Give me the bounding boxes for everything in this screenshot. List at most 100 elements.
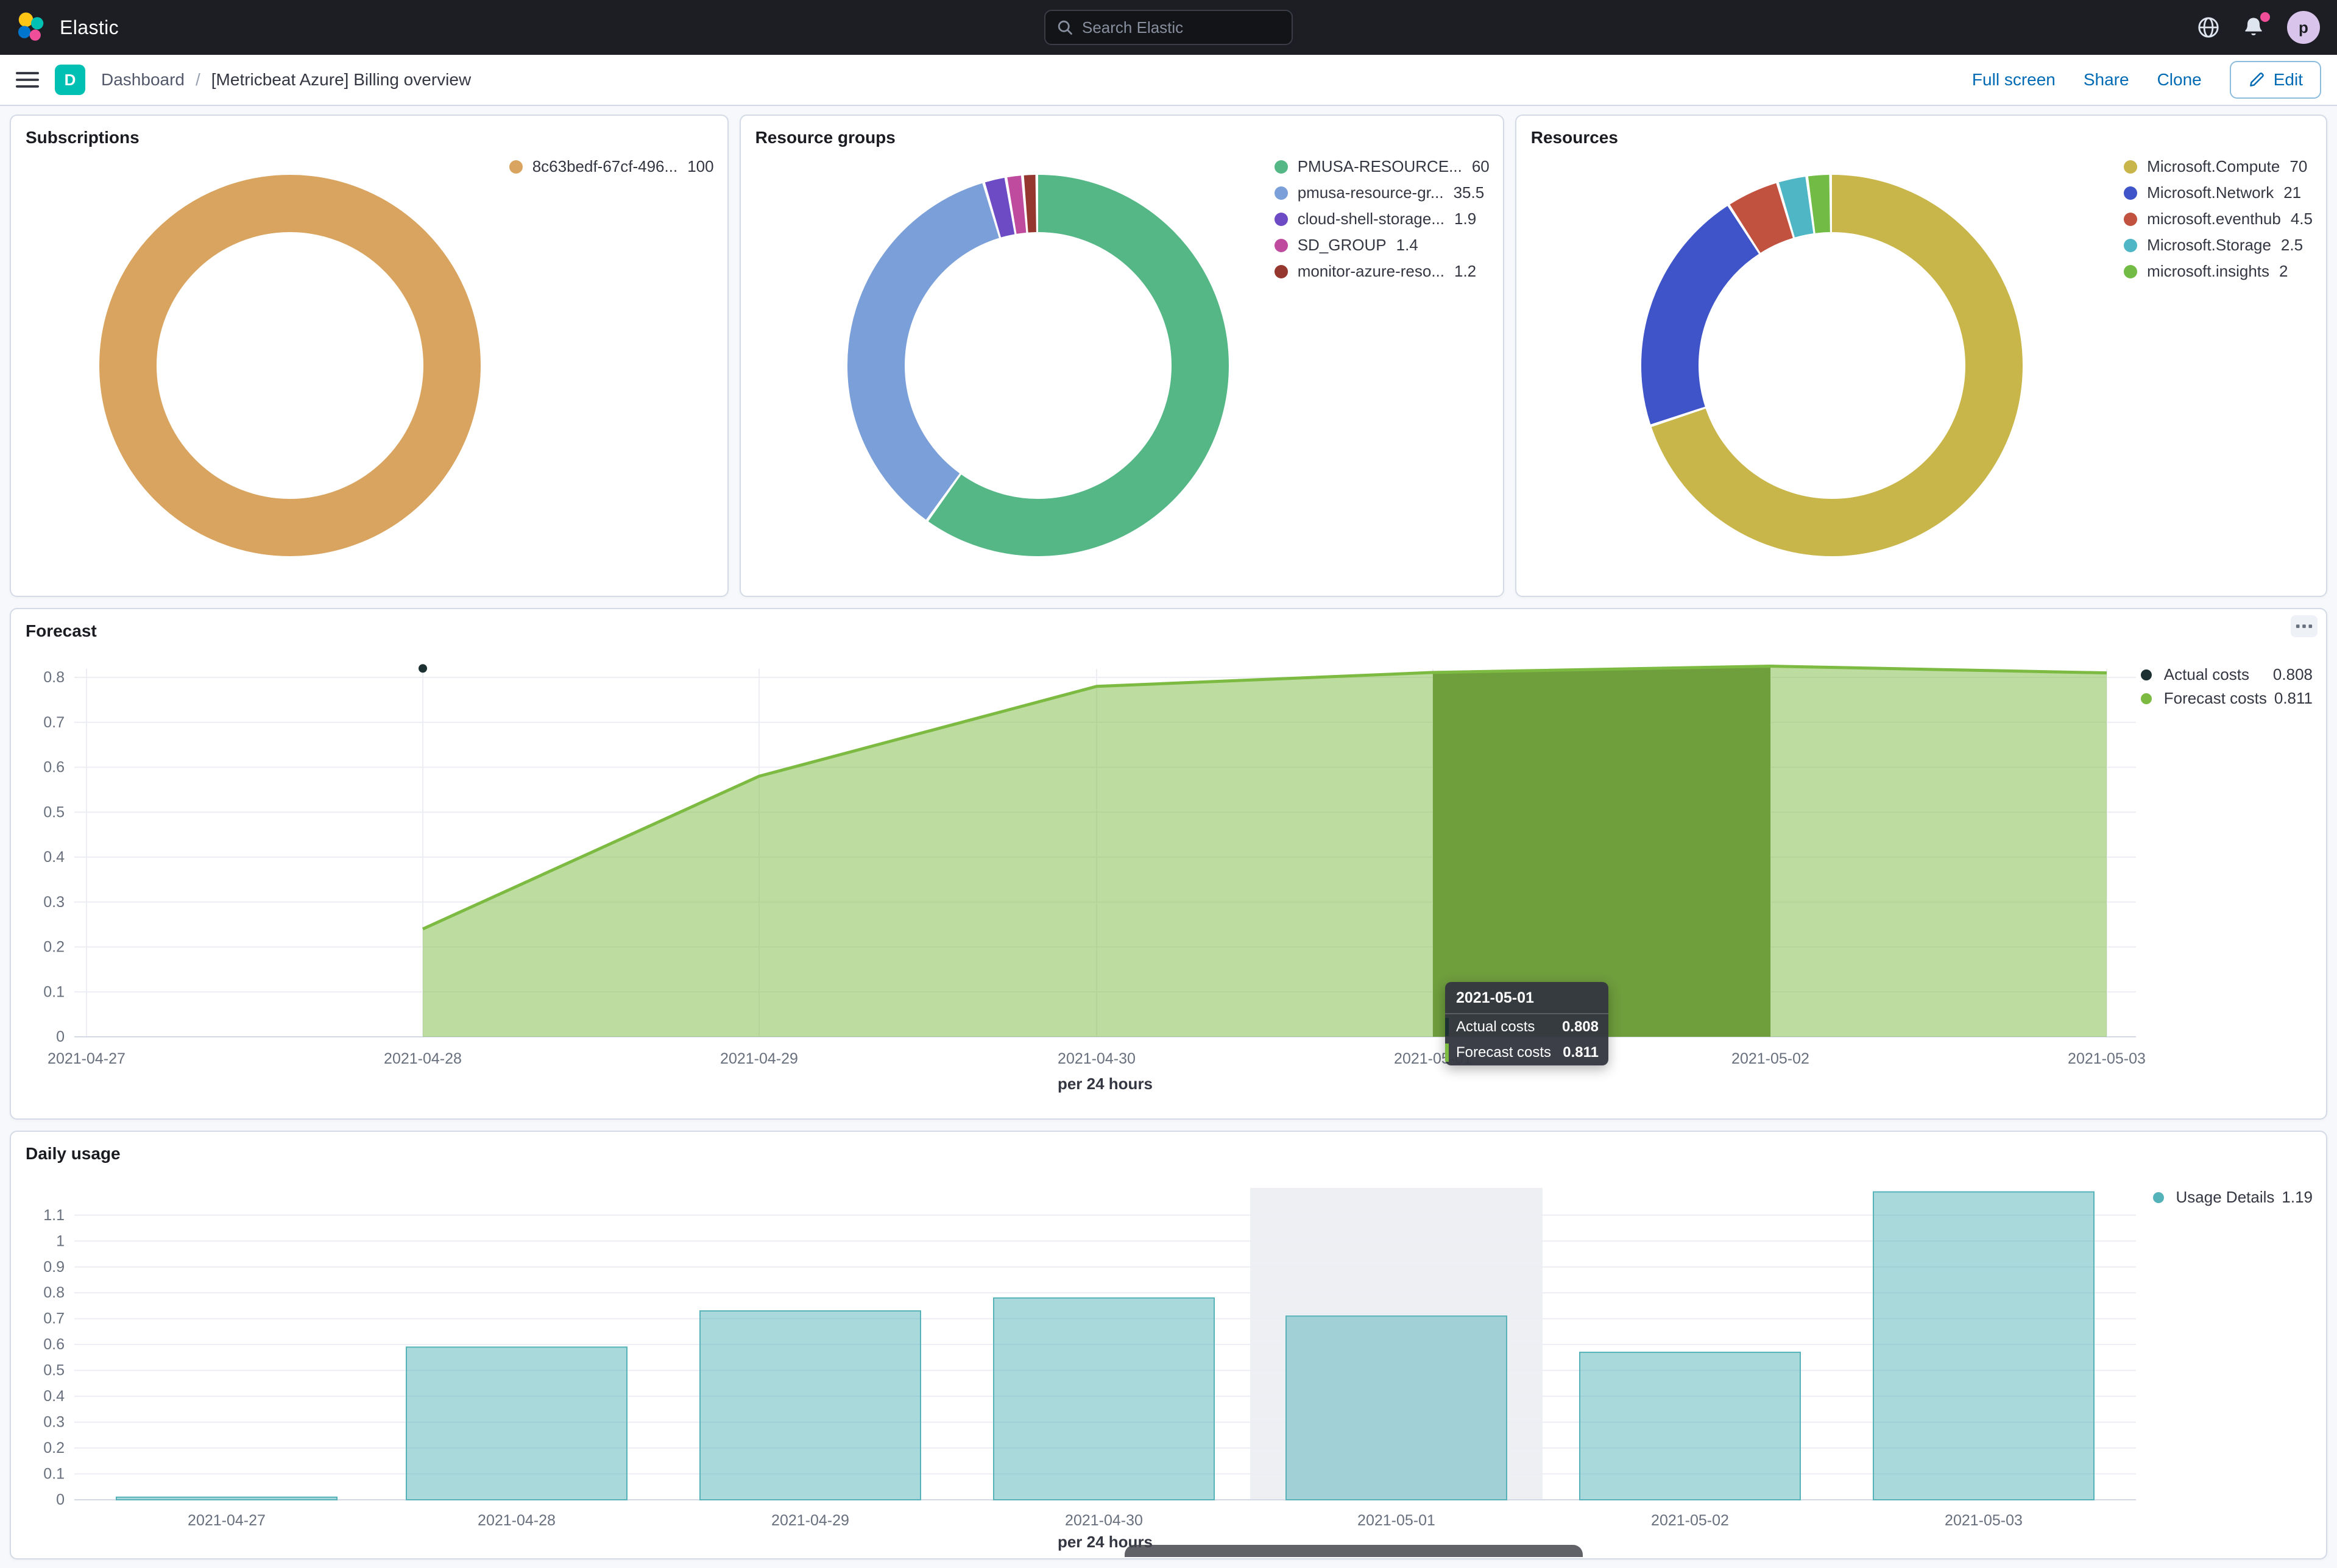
- panel-options-icon[interactable]: [2291, 615, 2318, 637]
- edit-button-label: Edit: [2273, 70, 2303, 89]
- legend-label: Forecast costs: [2163, 689, 2267, 707]
- svg-text:0.4: 0.4: [43, 1388, 65, 1405]
- tooltip-header: 2021-05-01: [1445, 982, 1608, 1014]
- legend-swatch-icon: [2124, 238, 2138, 252]
- legend-value: 2: [2279, 262, 2288, 280]
- header-actions: p: [2197, 11, 2322, 44]
- svg-text:2021-04-27: 2021-04-27: [188, 1512, 266, 1529]
- clone-link[interactable]: Clone: [2157, 70, 2202, 89]
- legend-swatch-icon: [1274, 186, 1288, 200]
- svg-text:0.2: 0.2: [43, 1439, 65, 1457]
- legend-swatch-icon: [2140, 669, 2152, 680]
- legend-item[interactable]: Forecast costs 0.811: [2140, 689, 2313, 708]
- panel-daily-usage: Daily usage 0 0.1 0.2 0.3 0.4 0.5 0.6 0.7 0.8 0.9…: [10, 1131, 2327, 1559]
- legend-value: 60: [1471, 157, 1490, 175]
- legend-item[interactable]: Microsoft.Network 21: [2124, 183, 2313, 202]
- svg-text:0.8: 0.8: [43, 1284, 65, 1301]
- legend-value: 1.19: [2282, 1188, 2313, 1206]
- tooltip-row: Forecast costs 0.811: [1445, 1040, 1608, 1065]
- daily-usage-bar-chart[interactable]: 0 0.1 0.2 0.3 0.4 0.5 0.6 0.7 0.8 0.9 1 1.1 2021-04-…: [11, 1132, 2326, 1558]
- legend-value: 35.5: [1453, 183, 1485, 202]
- brand-title: Elastic: [60, 16, 119, 38]
- svg-text:2021-04-29: 2021-04-29: [771, 1512, 849, 1529]
- svg-text:2021-04-28: 2021-04-28: [478, 1512, 556, 1529]
- legend-label: Usage Details: [2176, 1188, 2275, 1206]
- svg-text:0.6: 0.6: [43, 1336, 65, 1353]
- svg-text:2021-04-29: 2021-04-29: [720, 1050, 798, 1067]
- full-screen-link[interactable]: Full screen: [1971, 70, 2056, 89]
- subscriptions-donut-chart[interactable]: [89, 164, 491, 571]
- legend-swatch-icon: [2124, 160, 2138, 174]
- svg-text:0.4: 0.4: [43, 849, 65, 866]
- global-search[interactable]: [1044, 10, 1293, 45]
- space-badge[interactable]: D: [55, 65, 85, 95]
- legend-item[interactable]: pmusa-resource-gr... 35.5: [1274, 183, 1490, 202]
- breadcrumb-dashboard[interactable]: Dashboard: [101, 70, 185, 89]
- legend-item[interactable]: cloud-shell-storage... 1.9: [1274, 210, 1490, 228]
- svg-text:1.1: 1.1: [43, 1207, 65, 1224]
- legend-item[interactable]: PMUSA-RESOURCE... 60: [1274, 157, 1490, 176]
- legend-item[interactable]: Microsoft.Compute 70: [2124, 157, 2313, 176]
- legend-label: 8c63bedf-67cf-496...: [532, 157, 678, 175]
- resource-groups-legend: PMUSA-RESOURCE... 60 pmusa-resource-gr... 3…: [1274, 157, 1490, 281]
- panel-title: Daily usage: [26, 1144, 121, 1163]
- chart-tooltip: 2021-05-01 Actual costs 0.808 Forecast c…: [1445, 982, 1608, 1065]
- tooltip-row: Actual costs 0.808: [1445, 1014, 1608, 1040]
- panel-title: Resource groups: [755, 128, 896, 147]
- svg-text:0.9: 0.9: [43, 1259, 65, 1276]
- svg-text:0.5: 0.5: [43, 1362, 65, 1379]
- legend-value: 70: [2289, 157, 2308, 175]
- user-avatar[interactable]: p: [2287, 11, 2320, 44]
- legend-item[interactable]: Actual costs 0.808: [2140, 665, 2313, 684]
- legend-value: 0.808: [2272, 665, 2313, 683]
- share-link[interactable]: Share: [2083, 70, 2129, 89]
- daily-usage-legend: Usage Details 1.19: [2152, 1188, 2313, 1207]
- legend-swatch-icon: [2124, 186, 2138, 200]
- panel-title: Forecast: [26, 621, 97, 640]
- legend-label: monitor-azure-reso...: [1297, 262, 1444, 280]
- elastic-logo-icon[interactable]: [15, 11, 48, 44]
- panel-forecast: Forecast 0 0.1 0.2 0.3 0.4 0.5 0.6 0.7 0.8 2021-0…: [10, 608, 2327, 1120]
- legend-label: SD_GROUP: [1297, 236, 1387, 254]
- legend-item[interactable]: SD_GROUP 1.4: [1274, 236, 1490, 255]
- menu-icon[interactable]: [16, 68, 39, 91]
- forecast-legend: Actual costs 0.808 Forecast costs 0.811: [2140, 665, 2313, 708]
- panel-title: Resources: [1530, 128, 1618, 147]
- legend-item[interactable]: Usage Details 1.19: [2152, 1188, 2313, 1207]
- globe-icon[interactable]: [2197, 16, 2220, 39]
- search-input[interactable]: [1082, 18, 1281, 37]
- resource-groups-donut-chart[interactable]: [837, 164, 1239, 571]
- svg-text:2021-04-27: 2021-04-27: [48, 1050, 126, 1067]
- svg-text:2021-04-30: 2021-04-30: [1058, 1050, 1136, 1067]
- svg-text:0.8: 0.8: [43, 669, 65, 686]
- legend-item[interactable]: microsoft.eventhub 4.5: [2124, 210, 2313, 228]
- legend-value: 1.9: [1454, 210, 1477, 228]
- svg-text:0.7: 0.7: [43, 1310, 65, 1327]
- toolbar-actions: Full screen Share Clone Edit: [1972, 61, 2321, 99]
- notifications-icon[interactable]: [2242, 12, 2270, 39]
- legend-item[interactable]: Microsoft.Storage 2.5: [2124, 236, 2313, 255]
- donut-row: Subscriptions 8c63bedf-67cf-496... 100 Re…: [10, 115, 2327, 597]
- pencil-icon: [2248, 71, 2265, 88]
- resources-donut-chart[interactable]: [1631, 164, 2033, 571]
- legend-label: Microsoft.Network: [2147, 183, 2274, 202]
- svg-text:2021-05-03: 2021-05-03: [1945, 1512, 2023, 1529]
- legend-swatch-icon: [2124, 212, 2138, 226]
- svg-text:0.5: 0.5: [43, 803, 65, 821]
- legend-value: 100: [687, 157, 714, 175]
- edit-button[interactable]: Edit: [2229, 61, 2321, 99]
- panel-resource-groups: Resource groups PMUSA-RESOURCE... 60 pmusa…: [739, 115, 1504, 597]
- tooltip-value: 0.811: [1563, 1044, 1599, 1061]
- breadcrumb-current: [Metricbeat Azure] Billing overview: [211, 70, 472, 89]
- legend-item[interactable]: 8c63bedf-67cf-496... 100: [509, 157, 714, 176]
- legend-swatch-icon: [2152, 1192, 2164, 1203]
- svg-text:0.2: 0.2: [43, 939, 65, 956]
- forecast-area-chart[interactable]: 0 0.1 0.2 0.3 0.4 0.5 0.6 0.7 0.8 2021-04-27 2021-…: [11, 609, 2326, 1118]
- legend-item[interactable]: monitor-azure-reso... 1.2: [1274, 262, 1490, 281]
- legend-label: Microsoft.Storage: [2147, 236, 2271, 254]
- legend-item[interactable]: microsoft.insights 2: [2124, 262, 2313, 281]
- svg-text:2021-05-03: 2021-05-03: [2068, 1050, 2146, 1067]
- svg-text:0.7: 0.7: [43, 714, 65, 731]
- legend-value: 4.5: [2290, 210, 2313, 228]
